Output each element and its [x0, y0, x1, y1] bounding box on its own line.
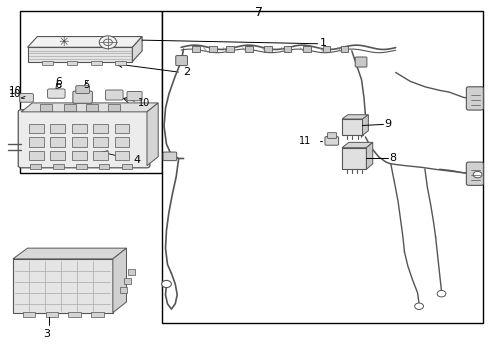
Bar: [264, 46, 271, 52]
FancyBboxPatch shape: [163, 152, 176, 161]
Bar: [120, 287, 127, 293]
Bar: [340, 46, 347, 52]
Bar: [53, 164, 63, 168]
Bar: [245, 46, 253, 52]
Polygon shape: [13, 259, 113, 313]
Bar: [20, 12, 161, 173]
Text: 8: 8: [388, 153, 396, 163]
FancyBboxPatch shape: [76, 86, 89, 94]
FancyBboxPatch shape: [327, 133, 336, 138]
Bar: [50, 137, 65, 147]
Bar: [91, 312, 103, 317]
Polygon shape: [27, 37, 142, 47]
FancyBboxPatch shape: [466, 162, 483, 185]
Bar: [76, 164, 86, 168]
Bar: [115, 137, 129, 147]
FancyBboxPatch shape: [127, 91, 142, 101]
Bar: [50, 151, 65, 160]
Bar: [91, 61, 102, 65]
FancyBboxPatch shape: [354, 57, 366, 67]
Text: 1: 1: [320, 38, 326, 48]
Polygon shape: [341, 115, 367, 119]
FancyBboxPatch shape: [73, 91, 92, 103]
Text: 3: 3: [43, 329, 50, 339]
Bar: [29, 137, 43, 147]
Circle shape: [472, 171, 481, 178]
FancyBboxPatch shape: [175, 55, 187, 66]
Bar: [99, 164, 109, 168]
Bar: [283, 46, 291, 52]
Bar: [66, 61, 77, 65]
FancyBboxPatch shape: [466, 87, 483, 110]
Bar: [22, 312, 35, 317]
Bar: [93, 137, 108, 147]
Text: 9: 9: [384, 120, 391, 129]
Text: 2: 2: [183, 67, 190, 77]
Text: 10: 10: [9, 89, 21, 99]
FancyBboxPatch shape: [105, 90, 123, 100]
Bar: [115, 124, 129, 133]
Bar: [115, 61, 126, 65]
Polygon shape: [113, 248, 126, 313]
Text: 5: 5: [83, 80, 89, 90]
Bar: [50, 124, 65, 133]
Polygon shape: [341, 119, 362, 135]
Text: 7: 7: [255, 6, 263, 19]
Bar: [72, 137, 86, 147]
Polygon shape: [13, 248, 126, 259]
Bar: [40, 104, 52, 111]
Text: 6: 6: [55, 80, 61, 90]
Bar: [93, 124, 108, 133]
Bar: [208, 46, 216, 52]
Bar: [86, 104, 98, 111]
Bar: [128, 269, 135, 275]
Bar: [72, 151, 86, 160]
Bar: [42, 61, 53, 65]
Circle shape: [99, 36, 117, 49]
Bar: [115, 151, 129, 160]
Text: 10: 10: [9, 86, 22, 96]
Text: 11: 11: [299, 136, 311, 146]
Bar: [303, 46, 310, 52]
Polygon shape: [341, 148, 366, 169]
Polygon shape: [366, 142, 372, 169]
Bar: [30, 164, 41, 168]
Bar: [322, 46, 330, 52]
Bar: [93, 151, 108, 160]
Bar: [72, 124, 86, 133]
Bar: [29, 124, 43, 133]
FancyBboxPatch shape: [18, 110, 150, 168]
Polygon shape: [147, 103, 158, 166]
Polygon shape: [362, 115, 367, 135]
Text: 4: 4: [133, 155, 140, 165]
Circle shape: [414, 303, 423, 310]
Circle shape: [161, 280, 171, 288]
Circle shape: [436, 291, 445, 297]
FancyBboxPatch shape: [325, 136, 338, 145]
Bar: [64, 104, 76, 111]
Bar: [108, 104, 120, 111]
Bar: [122, 164, 132, 168]
Bar: [45, 312, 58, 317]
Text: 6: 6: [55, 77, 61, 87]
Bar: [68, 312, 81, 317]
Bar: [161, 12, 483, 323]
Bar: [225, 46, 233, 52]
Polygon shape: [27, 47, 132, 62]
FancyBboxPatch shape: [20, 94, 33, 102]
Text: ✳: ✳: [59, 36, 69, 49]
Bar: [29, 151, 43, 160]
Polygon shape: [132, 37, 142, 62]
Polygon shape: [21, 103, 158, 112]
FancyBboxPatch shape: [47, 89, 65, 98]
Bar: [191, 46, 199, 52]
Text: 10: 10: [138, 98, 150, 108]
Bar: [124, 278, 131, 284]
Polygon shape: [341, 142, 372, 148]
